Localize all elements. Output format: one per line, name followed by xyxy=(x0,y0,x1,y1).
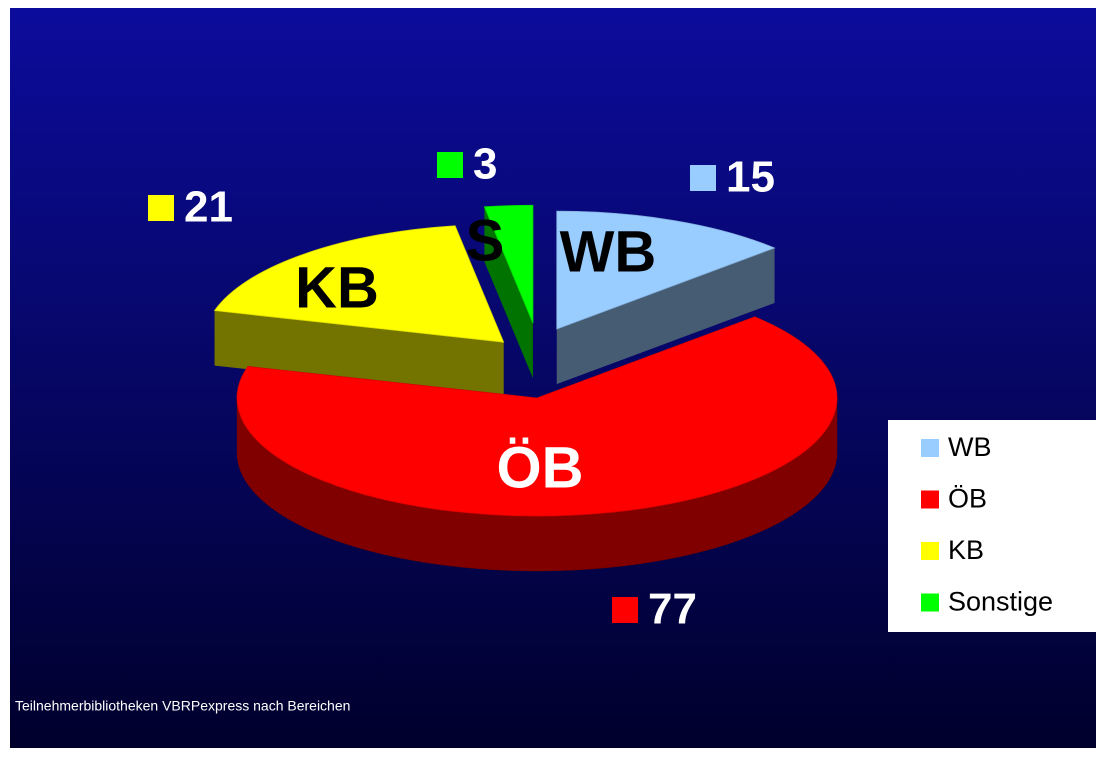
slice-wall xyxy=(556,247,775,385)
value-key xyxy=(437,152,463,178)
legend-label: ÖB xyxy=(948,484,987,514)
value-key xyxy=(612,597,638,623)
slice xyxy=(213,225,505,398)
slice-top xyxy=(556,210,776,330)
slice-top xyxy=(236,316,838,517)
slice-wall xyxy=(484,206,533,379)
pie: WB 15 ÖB 77 KB 21 S 3 xyxy=(148,140,838,634)
legend-label: WB xyxy=(948,432,992,462)
legend: WB ÖB KB Sonstige xyxy=(921,432,1053,617)
legend-swatch xyxy=(921,542,939,560)
slice xyxy=(556,210,776,385)
value-label: 3 xyxy=(473,140,497,189)
legend-label: KB xyxy=(948,535,984,565)
legend-swatch xyxy=(921,593,939,612)
value-label: 77 xyxy=(648,585,697,634)
slice-label: ÖB xyxy=(497,435,584,500)
caption: Teilnehmerbibliotheken VBRPexpress nach … xyxy=(15,698,350,714)
value-key xyxy=(148,195,174,221)
slice-label: WB xyxy=(560,219,657,284)
slice-top xyxy=(483,204,534,324)
legend-swatch xyxy=(921,439,939,457)
slice-label: KB xyxy=(295,255,379,320)
slice xyxy=(236,316,838,572)
background xyxy=(10,8,1096,748)
legend-swatch xyxy=(921,490,939,509)
slice xyxy=(483,204,534,379)
slice-wall xyxy=(214,310,504,398)
slice-top xyxy=(213,225,505,343)
legend-label: Sonstige xyxy=(948,587,1053,617)
slice-label: S xyxy=(466,208,505,273)
value-label: 21 xyxy=(184,183,233,232)
value-key xyxy=(690,165,716,191)
value-label: 15 xyxy=(726,153,775,202)
